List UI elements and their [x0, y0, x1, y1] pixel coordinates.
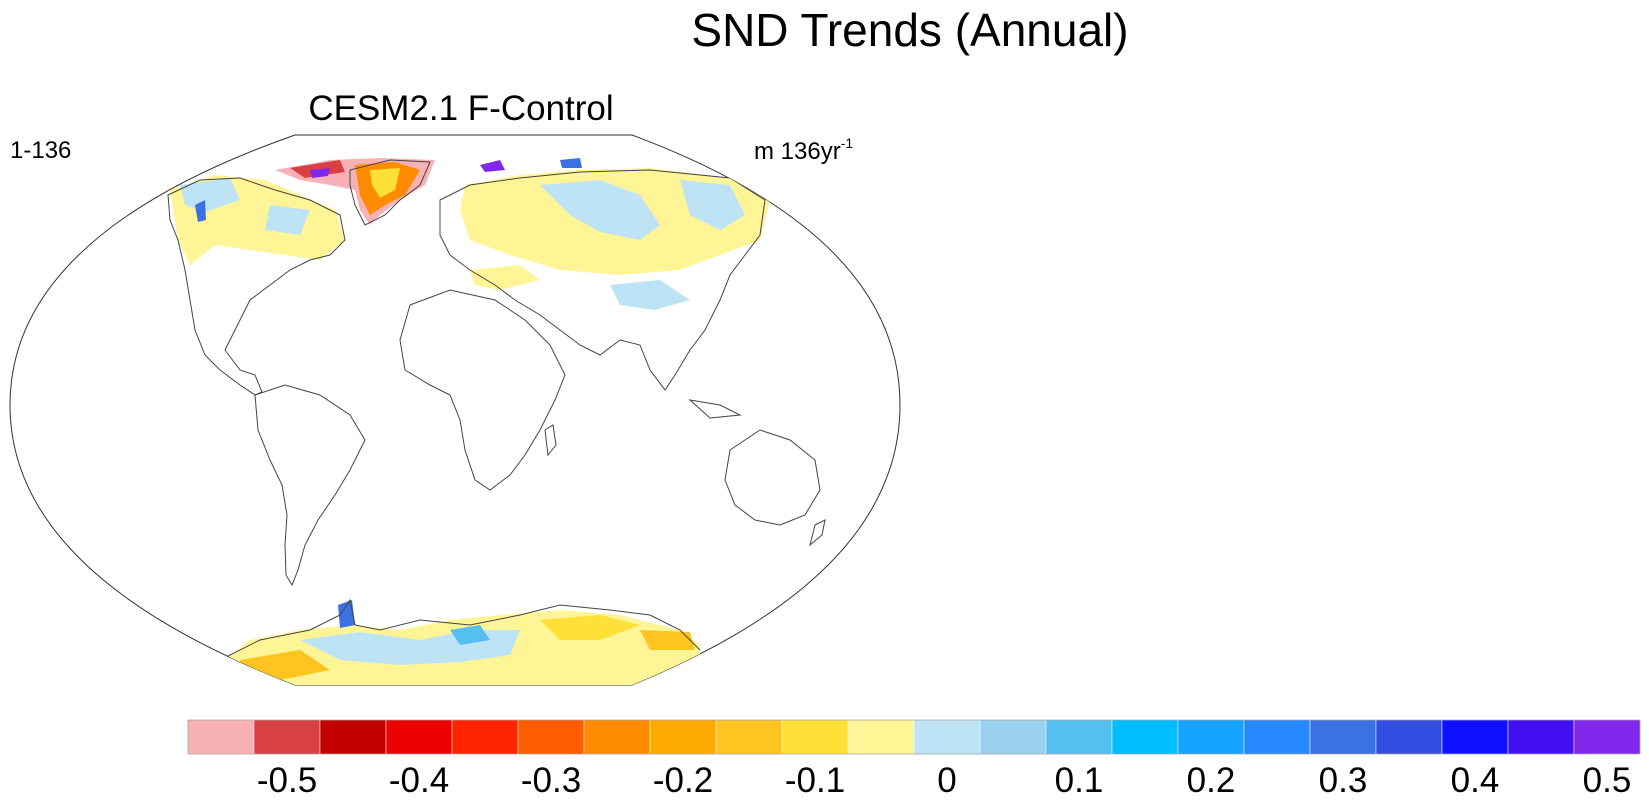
colorbar-box [979, 719, 1047, 755]
colorbar-labels: -0.5 -0.4 -0.3 -0.2 -0.1 0 0.1 0.2 0.3 0.4 0.5 [257, 761, 1631, 800]
colorbar-boxes [187, 719, 1641, 755]
colorbar-tick-label: -0.5 [257, 761, 317, 800]
greenland-trend [275, 158, 435, 225]
colorbar-tick-label: 0 [937, 761, 956, 800]
eurasia-trend [460, 158, 770, 310]
main-title: SND Trends (Annual) [691, 4, 1129, 56]
colorbar-box [583, 719, 651, 755]
colorbar-box [1441, 719, 1509, 755]
colorbar-tick-label: -0.4 [389, 761, 449, 800]
units-text: m 136yr [754, 138, 841, 165]
colorbar-box [451, 719, 519, 755]
colorbar-box [1507, 719, 1575, 755]
colorbar-box [1045, 719, 1113, 755]
colorbar-tick-label: 0.2 [1187, 761, 1236, 800]
colorbar-tick-label: -0.3 [521, 761, 581, 800]
colorbar-box [715, 719, 783, 755]
coastlines [167, 159, 826, 661]
colorbar-box [781, 719, 849, 755]
colorbar-tick-label: 0.4 [1451, 761, 1500, 800]
units-label: m 136yr-1 [754, 130, 853, 167]
units-exponent: -1 [840, 135, 854, 151]
panel-title: CESM2.1 F-Control [308, 89, 614, 128]
time-range-label: 1-136 [10, 137, 72, 164]
colorbar-box [187, 719, 255, 755]
colorbar-box [1573, 719, 1641, 755]
colorbar-box [1375, 719, 1443, 755]
colorbar-box [1243, 719, 1311, 755]
colorbar-tick-label: 0.1 [1055, 761, 1104, 800]
colorbar-box [1177, 719, 1245, 755]
colorbar-box [385, 719, 453, 755]
colorbar-tick-label: -0.2 [653, 761, 713, 800]
colorbar-box [1309, 719, 1377, 755]
colorbar-box [253, 719, 321, 755]
colorbar-tick-label: 0.3 [1319, 761, 1368, 800]
colorbar-box [913, 719, 981, 755]
colorbar-tick-label: 0.5 [1583, 761, 1632, 800]
colorbar-box [319, 719, 387, 755]
colorbar-box [649, 719, 717, 755]
colorbar-outline [187, 719, 1641, 755]
colorbar-box [847, 719, 915, 755]
colorbar-box [517, 719, 585, 755]
colorbar-box [1111, 719, 1179, 755]
colorbar-tick-label: -0.1 [785, 761, 845, 800]
